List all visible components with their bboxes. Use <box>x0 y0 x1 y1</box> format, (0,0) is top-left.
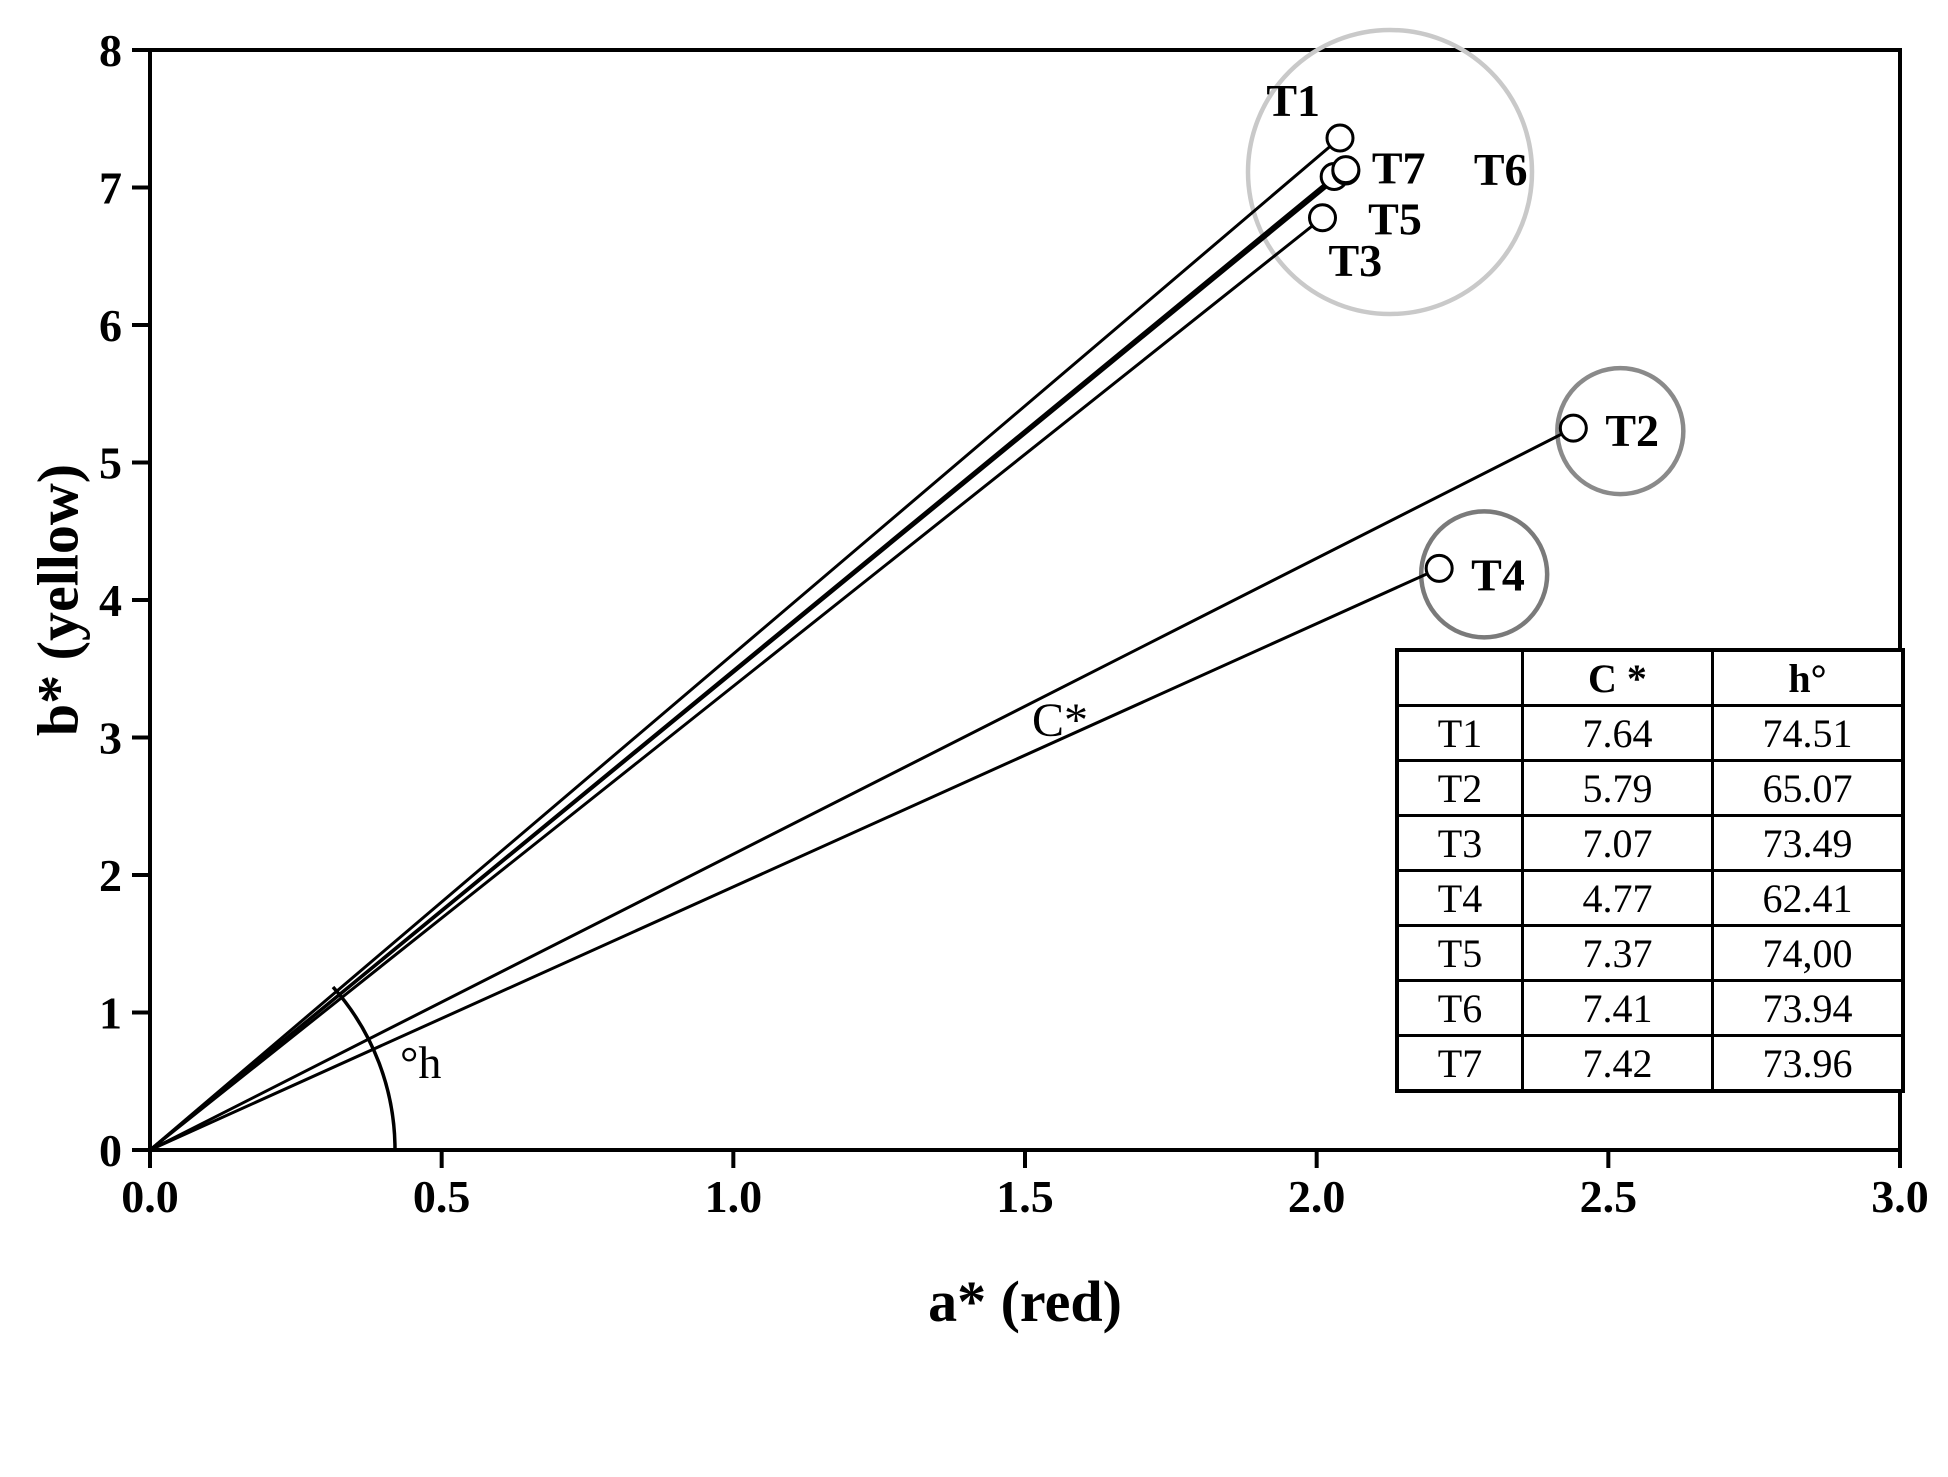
table-cell: 74,00 <box>1711 924 1905 982</box>
table-cell: 5.79 <box>1521 759 1714 817</box>
group-circle-T1-T3-T5-T6-T7 <box>1245 27 1535 317</box>
marker-T7 <box>1331 155 1361 185</box>
table-row: T5 7.37 74,00 <box>1395 924 1905 982</box>
table-cell: 7.07 <box>1521 814 1714 872</box>
point-label-T5: T5 <box>1368 194 1422 245</box>
table-cell: 65.07 <box>1711 759 1905 817</box>
chroma-vector-T2 <box>149 426 1575 1152</box>
table-header-row: C * h° <box>1395 648 1905 707</box>
x-tick-label: 1.0 <box>705 1171 763 1222</box>
y-tick-label: 0 <box>99 1125 122 1176</box>
table-header-cell: C * <box>1521 648 1714 707</box>
marker-T2 <box>1558 413 1588 443</box>
table-cell: 4.77 <box>1521 869 1714 927</box>
table-cell: 73.94 <box>1711 979 1905 1037</box>
table-header-cell: h° <box>1711 648 1905 707</box>
chroma-annotation: C* <box>1032 694 1088 747</box>
table-head: C * h° <box>1395 648 1905 707</box>
x-tick-label: 1.5 <box>996 1171 1054 1222</box>
table-row: T3 7.07 73.49 <box>1395 814 1905 872</box>
marker-T4 <box>1424 553 1454 583</box>
x-tick-label: 0.5 <box>413 1171 471 1222</box>
x-axis-title: a* (red) <box>928 1269 1122 1334</box>
table-cell: T7 <box>1395 1034 1524 1093</box>
table-row: T1 7.64 74.51 <box>1395 704 1905 762</box>
point-label-T7: T7 <box>1372 143 1426 194</box>
table-cell: 62.41 <box>1711 869 1905 927</box>
table-cell: T2 <box>1395 759 1524 817</box>
table-cell: 73.96 <box>1711 1034 1905 1093</box>
table-cell: T4 <box>1395 869 1524 927</box>
table-cell: 7.42 <box>1521 1034 1714 1093</box>
x-tick-label: 3.0 <box>1871 1171 1929 1222</box>
y-tick-label: 3 <box>99 713 122 764</box>
table-cell: 7.64 <box>1521 704 1714 762</box>
table-cell: T1 <box>1395 704 1524 762</box>
chroma-vector-T3 <box>149 216 1324 1152</box>
chroma-vector-T4 <box>149 567 1440 1152</box>
hue-angle-arc <box>331 985 397 1151</box>
x-tick-label: 2.5 <box>1580 1171 1638 1222</box>
table-row: T6 7.41 73.94 <box>1395 979 1905 1037</box>
y-axis-title: b* (yellow) <box>25 463 91 737</box>
x-tick-label: 2.0 <box>1288 1171 1346 1222</box>
table-body: T1 7.64 74.51 T2 5.79 65.07 T3 7.07 73.49 T4 4.77 6… <box>1395 704 1905 1093</box>
marker-T1 <box>1325 123 1355 153</box>
table-cell: 7.41 <box>1521 979 1714 1037</box>
chroma-vector-T1 <box>149 136 1341 1152</box>
table-header-cell <box>1395 648 1524 707</box>
y-tick-label: 2 <box>99 850 122 901</box>
group-circle-T2 <box>1555 365 1686 497</box>
y-tick-label: 1 <box>99 988 122 1039</box>
table-cell: 7.37 <box>1521 924 1714 982</box>
y-tick-label: 8 <box>99 25 122 76</box>
chroma-hue-table: C * h° T1 7.64 74.51 T2 5.79 65.07 T3 7.07 73.49 T4… <box>1395 648 1905 1093</box>
point-label-T6: T6 <box>1474 144 1528 195</box>
y-tick-label: 5 <box>99 438 122 489</box>
y-tick-label: 7 <box>99 163 122 214</box>
group-circle-T4 <box>1418 509 1550 640</box>
x-tick-label: 0.0 <box>121 1171 179 1222</box>
y-tick-label: 4 <box>99 575 122 626</box>
point-label-T4: T4 <box>1471 549 1525 600</box>
table-row: T4 4.77 62.41 <box>1395 869 1905 927</box>
table-cell: 73.49 <box>1711 814 1905 872</box>
table-cell: T5 <box>1395 924 1524 982</box>
table-row: T2 5.79 65.07 <box>1395 759 1905 817</box>
table-cell: T3 <box>1395 814 1524 872</box>
point-label-T3: T3 <box>1329 235 1383 286</box>
marker-T3 <box>1308 203 1337 233</box>
point-label-T2: T2 <box>1605 405 1659 456</box>
chroma-vector-T7 <box>149 168 1347 1152</box>
table-cell: T6 <box>1395 979 1524 1037</box>
table-row: T7 7.42 73.96 <box>1395 1034 1905 1093</box>
y-tick-label: 6 <box>99 300 122 351</box>
point-label-T1: T1 <box>1266 75 1320 126</box>
table-cell: 74.51 <box>1711 704 1905 762</box>
hue-angle-annotation: °h <box>400 1037 441 1088</box>
